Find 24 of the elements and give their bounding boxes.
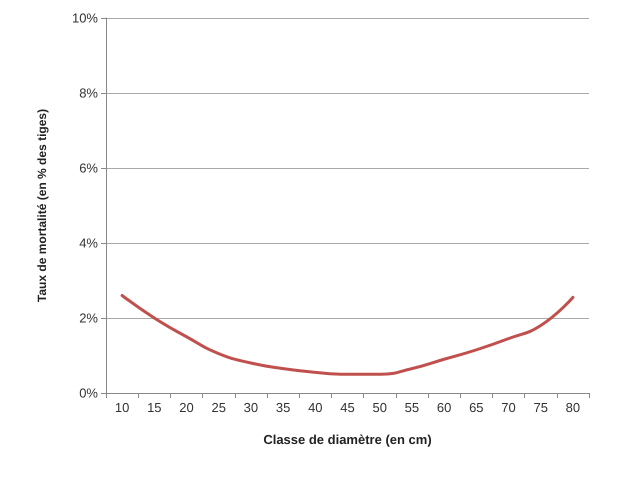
- x-tick-label: 35: [276, 400, 290, 415]
- y-tick-label: 6%: [79, 160, 98, 176]
- x-tick-label: 80: [566, 400, 580, 415]
- x-tick-label: 25: [211, 400, 226, 415]
- y-tick-label: 0%: [79, 386, 98, 400]
- x-tick-label: 65: [469, 400, 484, 415]
- x-tick-label: 60: [436, 400, 452, 415]
- x-tick-label: 55: [404, 400, 420, 415]
- y-tick-label: 2%: [79, 310, 98, 326]
- y-tick-label: 4%: [79, 236, 98, 250]
- line-series: [120, 294, 574, 376]
- x-tick-label: 45: [340, 400, 355, 415]
- x-tick-label: 10: [114, 400, 130, 415]
- x-tick-label: 75: [533, 400, 548, 415]
- x-tick-label: 15: [147, 400, 162, 415]
- x-tick-label: 20: [179, 400, 194, 415]
- y-tick-label: 8%: [79, 86, 98, 100]
- x-axis-title: Classe de diamètre (en cm): [263, 432, 432, 447]
- y-tick-label: 10%: [72, 10, 98, 26]
- x-tick-label: 50: [372, 400, 387, 415]
- x-tick-label: 30: [244, 400, 258, 415]
- x-tick-label: 40: [308, 400, 323, 415]
- x-tick-label: 70: [501, 400, 516, 415]
- y-axis-title: Taux de mortalité (en % des tiges): [35, 108, 49, 302]
